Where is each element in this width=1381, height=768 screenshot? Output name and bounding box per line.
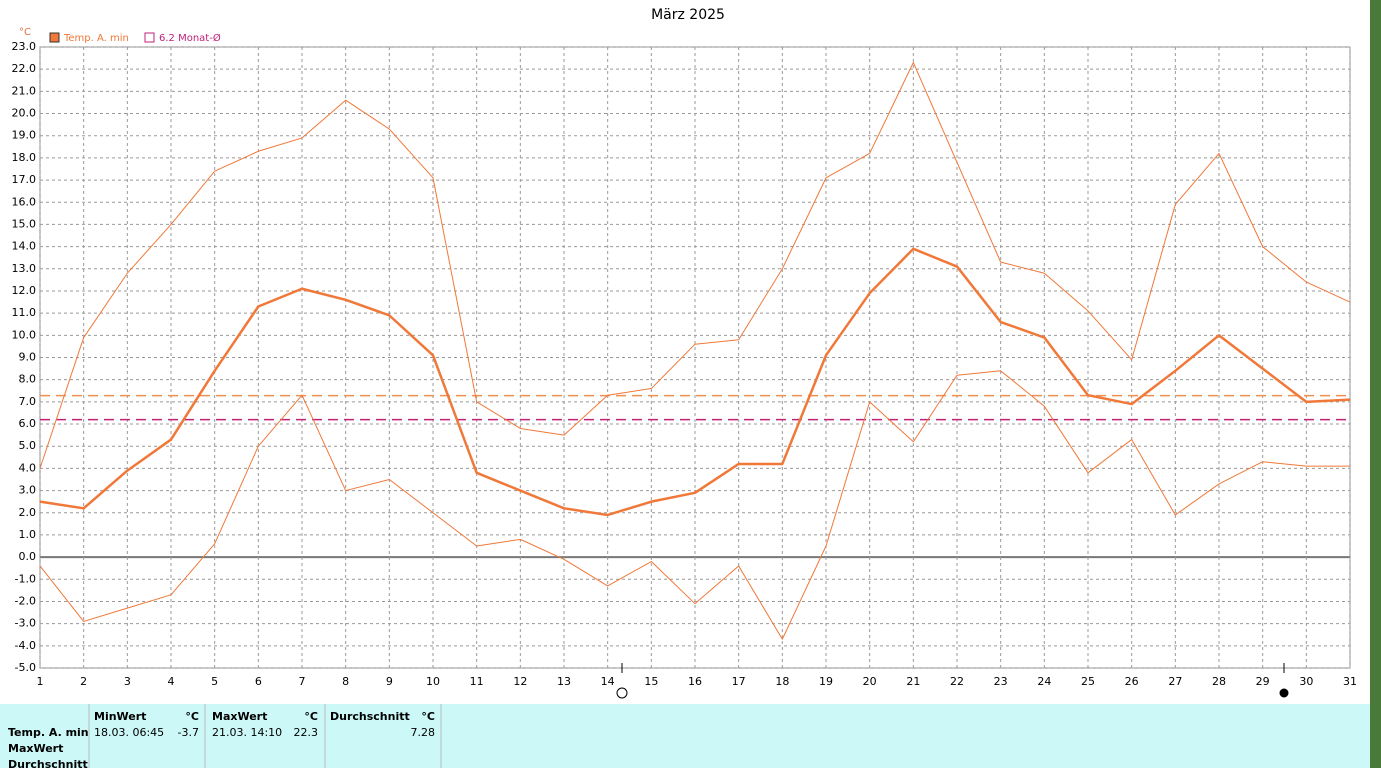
y-tick-label: 6.0 bbox=[19, 417, 37, 430]
legend: Temp. A. min 6.2 Monat-Ø bbox=[49, 32, 221, 44]
y-tick-label: 17.0 bbox=[12, 173, 37, 186]
moon-full bbox=[616, 687, 628, 699]
cell-value: 22.3 bbox=[294, 726, 319, 739]
y-tick-label: 13.0 bbox=[12, 262, 37, 275]
x-tick-label: 16 bbox=[688, 675, 702, 688]
col-header: MaxWert bbox=[212, 710, 267, 723]
x-tick-label: 1 bbox=[37, 675, 44, 688]
x-tick-label: 9 bbox=[386, 675, 393, 688]
y-tick-label: -3.0 bbox=[15, 617, 36, 630]
row-label: Durchschnitt bbox=[8, 758, 88, 768]
x-tick-label: 11 bbox=[470, 675, 484, 688]
y-tick-label: 7.0 bbox=[19, 395, 37, 408]
side-strip bbox=[1370, 0, 1381, 768]
col-unit: °C bbox=[185, 710, 199, 723]
stats-table: Temp. A. min MaxWert Durchschnitt MinWert °C… bbox=[8, 710, 435, 768]
x-tick-label: 7 bbox=[299, 675, 306, 688]
x-tick-label: 6 bbox=[255, 675, 262, 688]
y-tick-label: -2.0 bbox=[15, 594, 36, 607]
x-tick-label: 5 bbox=[211, 675, 218, 688]
x-tick-label: 2 bbox=[80, 675, 87, 688]
row-label: Temp. A. min bbox=[8, 726, 89, 739]
y-tick-label: 19.0 bbox=[12, 129, 37, 142]
x-tick-label: 23 bbox=[994, 675, 1008, 688]
x-tick-label: 4 bbox=[168, 675, 175, 688]
y-tick-label: 9.0 bbox=[19, 351, 37, 364]
col-unit: °C bbox=[304, 710, 318, 723]
x-tick-label: 19 bbox=[819, 675, 833, 688]
x-tick-label: 13 bbox=[557, 675, 571, 688]
plot: -5.0 -4.0 -3.0 -2.0 -1.0 0.0 1.0 2.0 3.0 4.0 5.0 6.… bbox=[12, 40, 1358, 688]
cell-value: -3.7 bbox=[178, 726, 199, 739]
y-tick-label: 8.0 bbox=[19, 373, 37, 386]
line-values bbox=[39, 247, 1351, 517]
y-tick-label: 20.0 bbox=[12, 107, 37, 120]
y-tick-label: 21.0 bbox=[12, 84, 37, 97]
chart-title: März 2025 bbox=[651, 7, 725, 23]
legend-label: Temp. A. min bbox=[63, 33, 129, 44]
cell-time: 18.03. 06:45 bbox=[94, 726, 164, 739]
legend-swatch bbox=[144, 32, 155, 43]
col-unit: °C bbox=[421, 710, 435, 723]
y-tick-label: 14.0 bbox=[12, 240, 37, 253]
y-tick-label: 11.0 bbox=[12, 306, 37, 319]
x-tick-label: 28 bbox=[1212, 675, 1226, 688]
y-tick-label: 5.0 bbox=[19, 439, 37, 452]
y-tick-label: 4.0 bbox=[19, 461, 37, 474]
y-tick-label: 16.0 bbox=[12, 195, 37, 208]
line-lower bbox=[39, 370, 1350, 640]
x-tick-label: 18 bbox=[775, 675, 789, 688]
y-tick-label: -5.0 bbox=[15, 661, 36, 674]
y-tick-label: 10.0 bbox=[12, 328, 37, 341]
cell-time: 21.03. 14:10 bbox=[212, 726, 282, 739]
x-tick-label: 25 bbox=[1081, 675, 1095, 688]
legend-swatch bbox=[49, 32, 60, 43]
col-header: Durchschnitt bbox=[330, 710, 410, 723]
x-tick-label: 20 bbox=[863, 675, 877, 688]
x-tick-label: 14 bbox=[601, 675, 615, 688]
x-tick-label: 24 bbox=[1037, 675, 1051, 688]
y-tick-label: -1.0 bbox=[15, 572, 36, 585]
row-label: MaxWert bbox=[8, 742, 63, 755]
x-tick-label: 29 bbox=[1256, 675, 1270, 688]
y-tick-label: 18.0 bbox=[12, 151, 37, 164]
y-tick-label: 15.0 bbox=[12, 217, 37, 230]
x-tick-label: 12 bbox=[513, 675, 527, 688]
cell-value: 7.28 bbox=[411, 726, 436, 739]
x-tick-label: 10 bbox=[426, 675, 440, 688]
table-dividers bbox=[88, 704, 442, 768]
y-tick-label: 23.0 bbox=[12, 40, 37, 53]
y-tick-label: -4.0 bbox=[15, 639, 36, 652]
legend-label: 6.2 Monat-Ø bbox=[159, 32, 221, 44]
y-tick-label: 0.0 bbox=[19, 550, 37, 563]
x-tick-label: 8 bbox=[342, 675, 349, 688]
x-tick-label: 15 bbox=[644, 675, 658, 688]
x-tick-label: 30 bbox=[1299, 675, 1313, 688]
unit-label: °C bbox=[19, 27, 31, 38]
x-tick-label: 22 bbox=[950, 675, 964, 688]
x-tick-label: 3 bbox=[124, 675, 131, 688]
col-header: MinWert bbox=[94, 710, 146, 723]
y-tick-label: 2.0 bbox=[19, 506, 37, 519]
x-tick-label: 21 bbox=[906, 675, 920, 688]
y-tick-label: 22.0 bbox=[12, 62, 37, 75]
x-tick-label: 27 bbox=[1168, 675, 1182, 688]
table-bg bbox=[0, 704, 1370, 768]
x-tick-label: 31 bbox=[1343, 675, 1357, 688]
x-tick-label: 26 bbox=[1125, 675, 1139, 688]
moon-new bbox=[1279, 688, 1289, 698]
y-tick-label: 3.0 bbox=[19, 484, 37, 497]
x-tick-label: 17 bbox=[732, 675, 746, 688]
line-upper bbox=[39, 62, 1351, 469]
y-tick-label: 12.0 bbox=[12, 284, 37, 297]
y-tick-label: 1.0 bbox=[19, 528, 37, 541]
